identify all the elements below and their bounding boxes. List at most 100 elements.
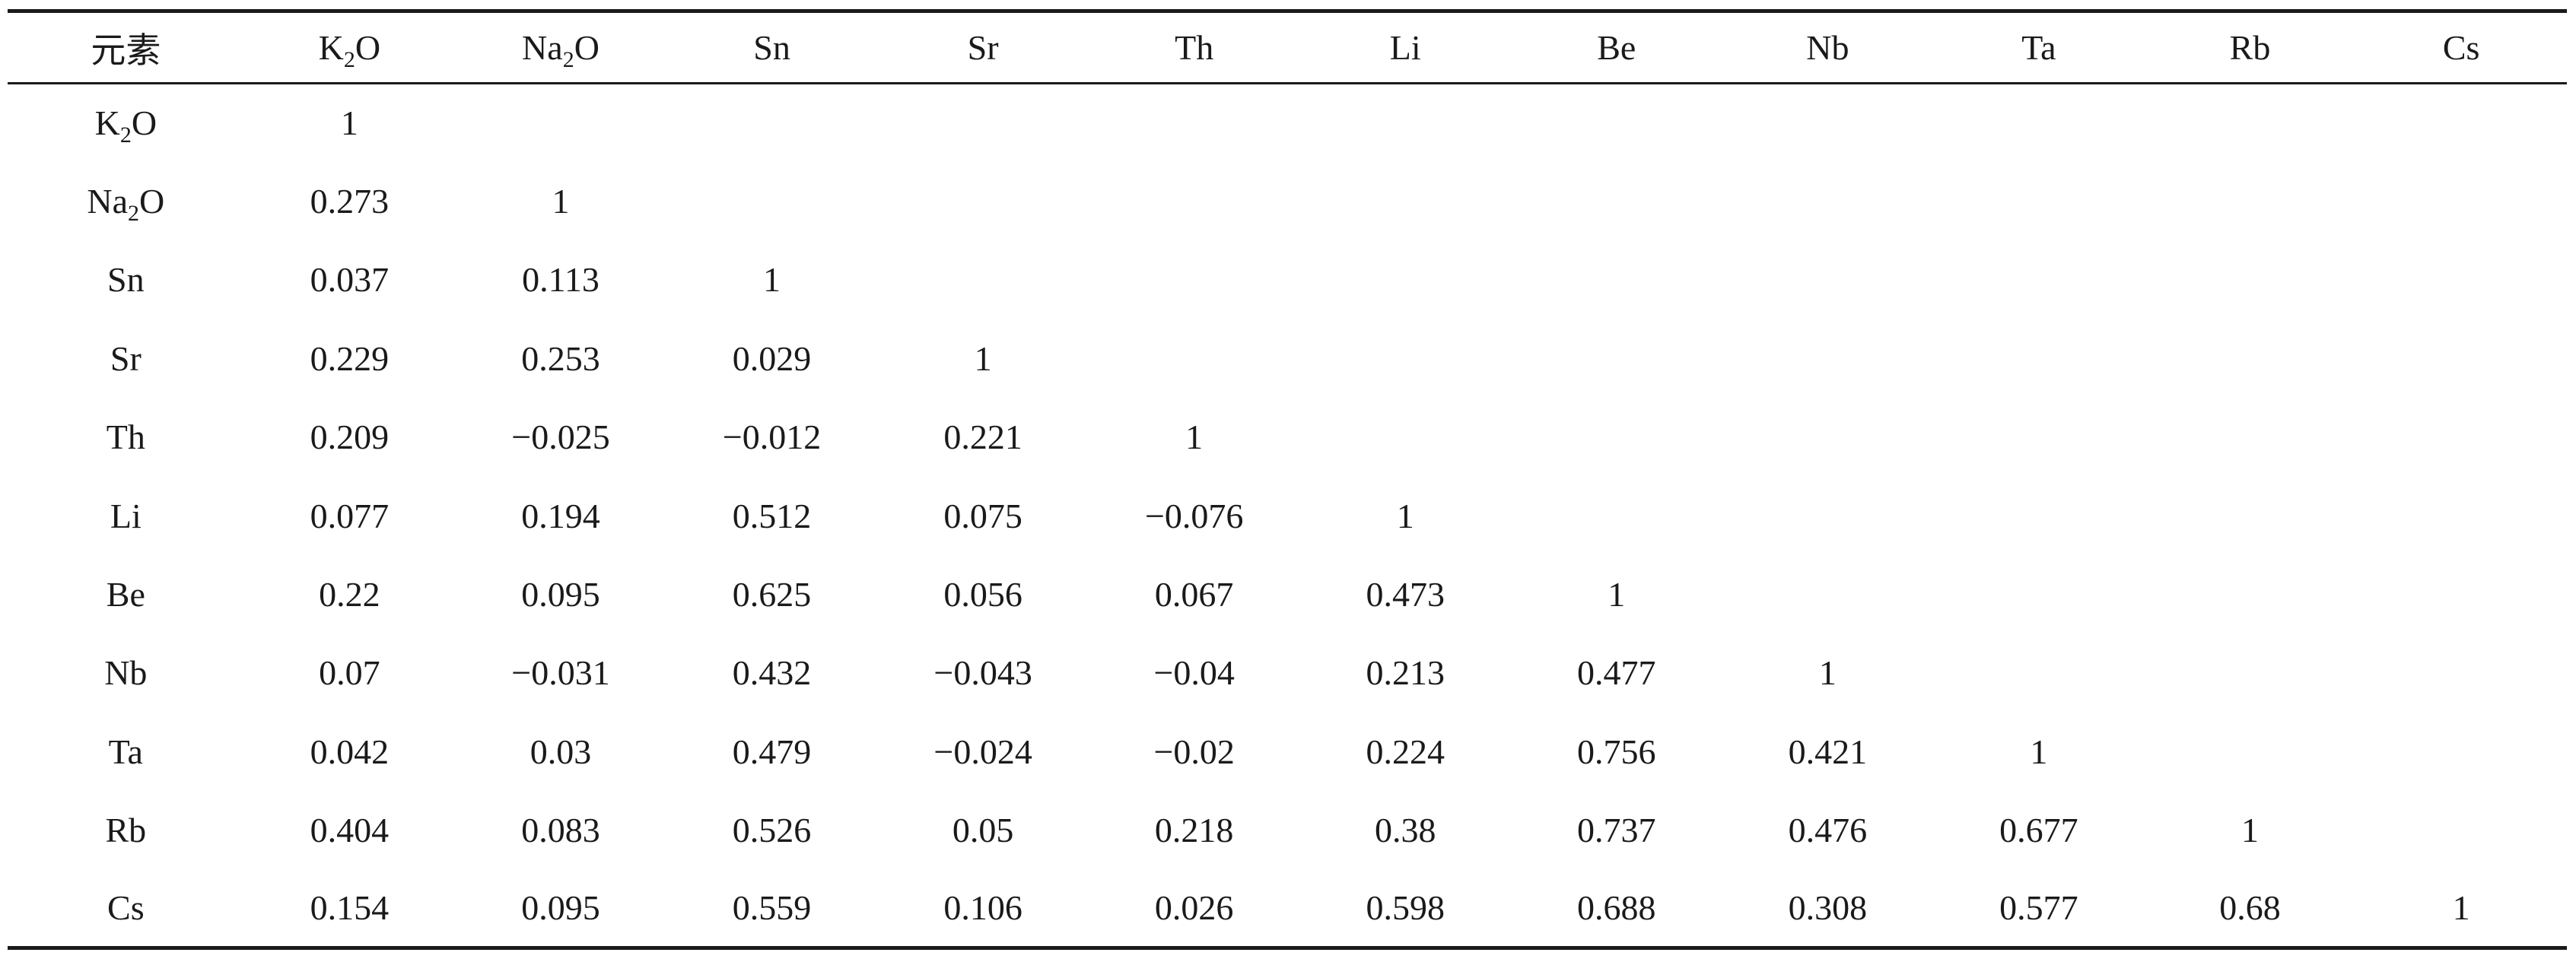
correlation-value-cell: 0.209 <box>310 418 390 457</box>
row-element-symbol: Rb <box>105 811 147 850</box>
correlation-value-cell <box>1933 162 2145 240</box>
correlation-value-cell: 0.526 <box>732 811 812 850</box>
correlation-value-cell <box>1511 84 1722 162</box>
correlation-value-cell: 0.224 <box>1366 732 1445 771</box>
table-header: 元素 K2O Na2O Sn Sr Th Li Be Nb Ta Rb Cs <box>8 9 2567 84</box>
row-element-symbol: Nb <box>104 653 148 693</box>
header-element-suffix: O <box>355 28 381 67</box>
correlation-value-cell: 0.479 <box>732 732 812 771</box>
column-header-cell: Rb <box>2144 9 2356 84</box>
correlation-value-cell: 0.106 <box>877 869 1089 951</box>
header-element-suffix: O <box>574 28 599 67</box>
column-header-cell: Sr <box>877 9 1089 84</box>
correlation-value-cell: 1 <box>2030 732 2048 771</box>
correlation-value-cell: −0.031 <box>511 653 610 693</box>
correlation-value-cell: 1 <box>552 182 570 221</box>
correlation-value-cell: 0.737 <box>1577 811 1656 850</box>
correlation-value-cell <box>2355 398 2567 476</box>
correlation-value-cell: 0.05 <box>952 811 1014 850</box>
column-header-cell: K2O <box>243 9 456 84</box>
correlation-value-cell: 0.477 <box>1577 653 1656 693</box>
correlation-value-cell <box>2355 791 2567 869</box>
correlation-value-cell: 0.432 <box>732 653 812 693</box>
correlation-value-cell: 0.042 <box>310 732 390 771</box>
row-header-cell: Rb <box>8 791 244 869</box>
correlation-value-cell: −0.025 <box>511 418 610 457</box>
correlation-value-cell: 1 <box>1185 418 1204 457</box>
header-element-symbol: Be <box>1597 28 1636 67</box>
correlation-value-cell <box>2355 713 2567 791</box>
correlation-value-cell: 0.421 <box>1788 732 1868 771</box>
correlation-value-cell <box>1722 240 1934 319</box>
table-row: Sn 0.037 0.113 1 <box>8 240 2567 319</box>
correlation-value-cell: −0.04 <box>1153 653 1235 693</box>
correlation-value-cell: 0.095 <box>455 869 666 951</box>
table-row: Nb 0.07 −0.031 0.432 −0.043 −0.04 0.213 0.477 1 <box>8 633 2567 712</box>
header-element-symbol: Na <box>522 28 563 67</box>
correlation-value-cell <box>1089 84 1300 162</box>
correlation-value-cell <box>2355 319 2567 398</box>
row-header-cell: Sr <box>8 319 244 398</box>
correlation-value-cell <box>1722 162 1934 240</box>
correlation-value-cell <box>1933 240 2145 319</box>
correlation-value-cell <box>2355 84 2567 162</box>
header-element-symbol: Sn <box>753 28 790 67</box>
correlation-value-cell: 0.037 <box>310 260 390 300</box>
correlation-value-cell: 0.026 <box>1088 869 1300 951</box>
correlation-value-cell <box>1511 476 1722 554</box>
correlation-value-cell <box>877 162 1089 240</box>
correlation-value-cell <box>2355 555 2567 633</box>
correlation-value-cell <box>2145 84 2356 162</box>
table-row: Li 0.077 0.194 0.512 0.075 −0.076 1 <box>8 476 2567 554</box>
row-element-symbol: Sn <box>107 260 145 300</box>
header-row: 元素 K2O Na2O Sn Sr Th Li Be Nb Ta Rb Cs <box>8 9 2567 84</box>
row-header-cell: Sn <box>8 240 244 319</box>
column-header-cell: Ta <box>1933 9 2145 84</box>
correlation-value-cell: 1 <box>1818 653 1837 693</box>
correlation-table: 元素 K2O Na2O Sn Sr Th Li Be Nb Ta Rb Cs K2O 1 Na2O 0.2… <box>8 9 2567 951</box>
row-header-cell: Na2O <box>8 162 244 240</box>
correlation-value-cell <box>1933 398 2145 476</box>
header-element-symbol: Ta <box>2021 28 2056 67</box>
header-element-symbol: Nb <box>1806 28 1849 67</box>
correlation-value-cell: −0.024 <box>933 732 1032 771</box>
corner-header-cell: 元素 <box>8 9 244 84</box>
correlation-value-cell <box>1089 240 1300 319</box>
correlation-value-cell <box>1722 476 1934 554</box>
correlation-value-cell: 0.083 <box>521 811 600 850</box>
correlation-value-cell <box>1933 476 2145 554</box>
correlation-value-cell: 0.577 <box>1933 869 2145 951</box>
table-row: K2O 1 <box>8 84 2567 162</box>
table-row: Be 0.22 0.095 0.625 0.056 0.067 0.473 1 <box>8 555 2567 633</box>
row-header-cell: Nb <box>8 633 244 712</box>
header-element-symbol: Li <box>1389 28 1421 67</box>
row-header-cell: Th <box>8 398 244 476</box>
correlation-value-cell <box>1933 84 2145 162</box>
correlation-value-cell: 0.154 <box>243 869 456 951</box>
table-body: K2O 1 Na2O 0.273 1 Sn 0.037 0.113 1 Sr 0.229 0.253 0… <box>8 84 2567 951</box>
row-header-cell: Li <box>8 476 244 554</box>
correlation-value-cell <box>666 84 878 162</box>
correlation-value-cell: 0.095 <box>521 575 600 614</box>
correlation-value-cell <box>2355 240 2567 319</box>
correlation-value-cell: 0.07 <box>319 653 380 693</box>
row-header-cell: Be <box>8 555 244 633</box>
header-element-symbol: Cs <box>2442 28 2480 67</box>
correlation-value-cell: 1 <box>763 260 781 300</box>
row-element-suffix: O <box>131 103 157 143</box>
correlation-value-cell <box>1299 162 1511 240</box>
correlation-value-cell: 0.68 <box>2144 869 2356 951</box>
row-subscript: 2 <box>128 201 140 227</box>
table-row: Ta 0.042 0.03 0.479 −0.024 −0.02 0.224 0.756 0.4… <box>8 713 2567 791</box>
column-header-cell: Nb <box>1722 9 1934 84</box>
correlation-value-cell <box>666 162 878 240</box>
correlation-value-cell <box>1089 162 1300 240</box>
correlation-value-cell: 0.756 <box>1577 732 1656 771</box>
correlation-value-cell: 0.512 <box>732 496 812 535</box>
row-element-symbol: Sr <box>110 338 142 378</box>
column-header-cell: Sn <box>666 9 878 84</box>
correlation-value-cell: 0.253 <box>521 338 600 378</box>
row-element-symbol: K <box>94 103 120 143</box>
correlation-value-cell <box>1511 319 1722 398</box>
correlation-value-cell <box>1299 240 1511 319</box>
